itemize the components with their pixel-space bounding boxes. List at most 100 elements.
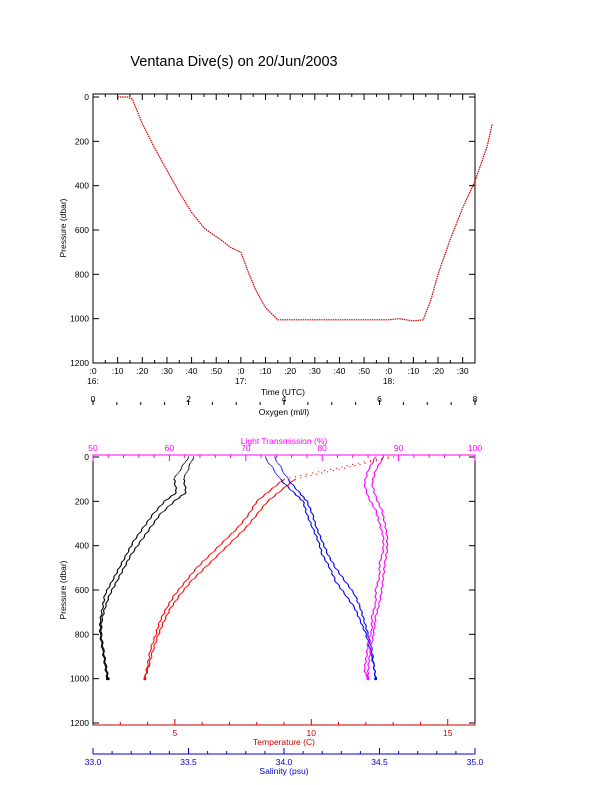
profile-point — [150, 644, 152, 647]
profile-point — [281, 467, 283, 469]
salinity-tick-label: 33.5 — [180, 757, 197, 767]
profile-point — [102, 648, 104, 650]
profile-point — [148, 658, 150, 660]
profile-point — [204, 566, 206, 568]
profile-point — [145, 524, 147, 526]
profile-point — [156, 510, 158, 512]
profile-point — [341, 589, 343, 591]
profile-point — [232, 531, 234, 534]
profile-point — [308, 519, 310, 522]
top-x-tick-label: :40 — [186, 366, 198, 376]
profile-point — [182, 591, 184, 593]
profile-point — [156, 638, 158, 640]
profile-point — [174, 476, 176, 478]
profile-point — [219, 552, 221, 554]
profile-point — [231, 539, 233, 542]
profile-point — [335, 568, 337, 570]
profile-point — [161, 504, 163, 506]
profile-point — [233, 538, 235, 540]
profile-point — [271, 497, 273, 499]
profile-point — [374, 508, 376, 510]
profile-point — [129, 546, 131, 548]
profile-point — [282, 482, 284, 484]
profile-point — [175, 592, 178, 594]
profile-point — [268, 491, 270, 493]
profile-point — [187, 469, 189, 472]
profile-point — [273, 469, 275, 472]
profile-point — [217, 545, 220, 548]
profile-point — [115, 573, 118, 575]
profile-point — [240, 531, 242, 534]
profile-point — [250, 510, 252, 512]
profile-point — [153, 648, 155, 650]
profile-point — [215, 556, 217, 559]
profile-point — [376, 468, 378, 470]
profile-point — [367, 633, 369, 635]
profile-point — [108, 587, 110, 589]
profile-point — [387, 457, 389, 459]
profile-point — [268, 462, 270, 464]
profile-point — [140, 531, 142, 533]
profile-point — [274, 472, 276, 474]
profile-point — [220, 544, 222, 546]
profile-point — [278, 463, 280, 465]
bottom-point — [374, 677, 378, 681]
profile-point — [184, 474, 186, 477]
profile-point — [282, 479, 284, 481]
profile-point — [174, 477, 176, 479]
profile-point — [148, 661, 150, 663]
profile-point — [150, 645, 152, 648]
profile-point — [267, 461, 269, 463]
profile-point — [185, 586, 187, 588]
profile-point — [344, 467, 346, 469]
profile-point — [155, 634, 157, 636]
profile-point — [297, 490, 299, 492]
profile-point — [284, 473, 286, 475]
profile-point — [254, 503, 256, 505]
profile-point — [274, 486, 276, 488]
profile-point — [272, 496, 275, 498]
profile-point — [349, 602, 352, 604]
profile-point — [254, 517, 256, 519]
profile-point — [325, 561, 327, 563]
profile-point — [253, 517, 255, 519]
profile-point — [152, 523, 155, 525]
profile-point — [155, 511, 157, 513]
profile-point — [212, 551, 214, 553]
profile-point — [224, 539, 226, 541]
profile-point — [294, 476, 296, 478]
profile-point — [234, 530, 236, 532]
profile-point — [173, 493, 175, 495]
profile-point — [292, 480, 294, 482]
profile-point — [148, 519, 150, 521]
profile-point — [358, 616, 360, 618]
profile-point — [308, 505, 310, 508]
profile-point — [219, 545, 221, 547]
profile-point — [171, 599, 173, 601]
profile-point — [346, 596, 349, 599]
profile-point — [179, 593, 181, 596]
profile-point — [103, 652, 105, 654]
profile-point — [203, 559, 205, 562]
profile-point — [375, 456, 377, 458]
profile-point — [188, 468, 190, 470]
profile-point — [376, 458, 378, 461]
profile-point — [310, 474, 312, 477]
profile-point — [284, 483, 286, 485]
profile-point — [104, 663, 107, 665]
light-tick-label: 80 — [317, 443, 327, 453]
profile-point — [187, 456, 190, 458]
bottom-point — [106, 677, 110, 681]
light-tick-label: 60 — [165, 443, 175, 453]
profile-point — [186, 579, 188, 581]
top-y-tick-label: 0 — [84, 92, 89, 102]
profile-point — [310, 511, 312, 513]
profile-point — [188, 463, 191, 465]
profile-point — [192, 458, 194, 461]
profile-point — [300, 499, 302, 501]
profile-point — [183, 476, 185, 478]
profile-point — [261, 497, 263, 499]
profile-point — [371, 656, 373, 658]
profile-point — [150, 517, 152, 519]
profile-point — [274, 471, 276, 473]
